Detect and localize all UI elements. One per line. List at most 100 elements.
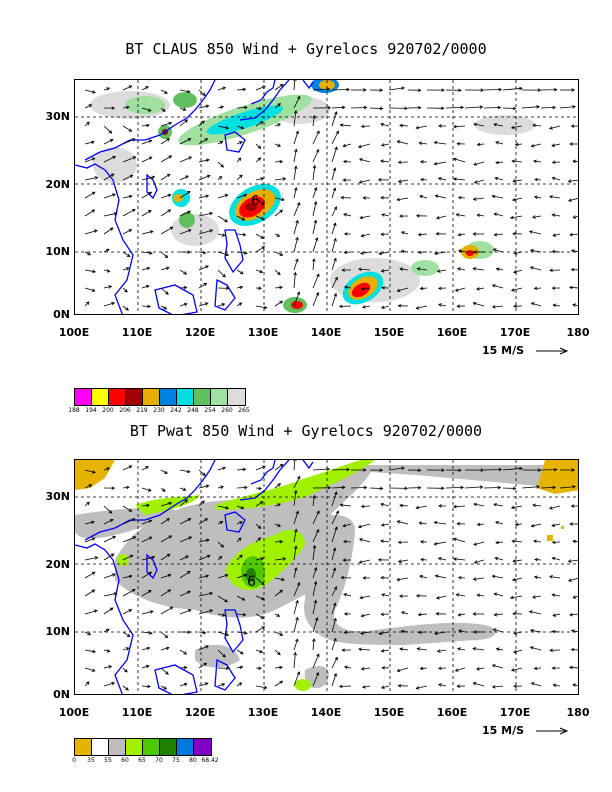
wind-vector-head [109,607,114,611]
wind-vector-head [533,159,537,164]
wind-vector-head [551,523,556,527]
wind-vector [141,520,152,525]
legend-swatch [143,389,160,405]
wind-vector-head [163,306,168,310]
legend-swatch [109,389,126,405]
panel1-lat-20n: 20N [45,178,70,191]
wind-vector [401,231,409,235]
wind-vector [122,575,132,579]
wind-vector-head [88,104,93,108]
wind-vector [236,233,246,236]
wind-vector [331,277,338,289]
wind-vector [331,486,345,489]
panel2-lon-140e: 140E [310,706,342,719]
wind-vector-head [338,304,343,309]
wind-vector-head [472,612,477,616]
wind-vector [453,125,466,128]
wind-vector-head [145,284,150,289]
wind-vector [122,195,132,199]
wind-vector-head [263,685,268,690]
wind-vector [274,143,281,147]
wind-vector-head [243,193,248,198]
wind-vector-head [205,574,210,578]
wind-vector [436,595,447,599]
wind-vector [312,149,319,163]
wind-vector-head [514,522,519,527]
wind-vector [521,486,540,489]
wind-vector-head [473,502,477,507]
wind-vector-head [313,599,318,604]
wind-vector [438,304,447,307]
wind-vector-head [166,553,171,558]
wind-vector [274,233,280,237]
wind-vector [549,125,561,129]
wind-vector-head [480,468,485,472]
wind-vector [511,125,523,129]
wind-vector [552,177,561,181]
wind-vector-head [277,483,282,487]
wind-vector-head [399,267,403,271]
panel2-gold-dry-field [75,460,578,541]
wind-vector-head [297,95,301,100]
wind-vector [331,673,337,687]
wind-vector [312,672,319,687]
wind-vector [198,105,209,109]
wind-vector-head [417,88,422,93]
wind-vector-head [458,629,462,633]
wind-vector [141,156,152,163]
wind-vector-head [110,173,115,177]
wind-vector-head [224,219,229,223]
wind-vector-head [572,595,577,599]
wind-vector-head [148,191,153,195]
wind-vector [141,176,155,181]
wind-vector-head [572,485,576,489]
wind-vector-head [239,554,243,559]
wind-vector [198,195,209,199]
wind-vector [358,648,371,651]
wind-vector [473,268,485,271]
wind-vector-head [570,647,575,652]
wind-vector-head [132,536,137,540]
wind-vector [179,107,186,111]
wind-vector [534,559,542,561]
wind-vector-head [404,486,409,491]
wind-vector-head [296,581,301,586]
wind-vector-head [261,626,266,630]
wind-vector-head [239,285,244,290]
wind-vector-head [360,233,365,238]
wind-vector [103,285,112,289]
wind-vector [293,638,298,651]
wind-vector [274,558,286,561]
wind-vector [179,536,192,543]
wind-vector-head [551,213,556,217]
wind-vector [255,85,266,91]
wind-vector [274,589,283,597]
wind-vector [236,215,245,221]
wind-vector-head [131,518,136,522]
wind-vector-head [293,489,298,494]
wind-vector-head [91,209,96,213]
wind-vector [255,246,265,253]
wind-vector-head [224,599,229,603]
wind-vector-head [146,503,150,508]
legend-swatch [194,739,211,755]
wind-vector [331,106,345,109]
wind-vector-head [259,269,264,274]
wind-vector-head [145,664,150,669]
wind-vector-head [259,649,264,654]
wind-vector [122,287,128,293]
panel2-storm-symbol: 6 [247,574,256,590]
wind-vector-head [203,282,208,287]
wind-vector [453,505,466,508]
wind-vector [502,487,516,489]
wind-vector-head [333,602,337,607]
wind-vector-head [417,468,422,473]
wind-vector-head [399,647,403,651]
wind-vector [236,613,246,616]
wind-vector [255,501,264,507]
wind-vector-head [417,612,422,617]
wind-vector [217,467,226,471]
wind-vector [293,131,299,145]
panel2-lat-0n: 0N [53,688,70,701]
wind-vector-head [437,303,442,307]
